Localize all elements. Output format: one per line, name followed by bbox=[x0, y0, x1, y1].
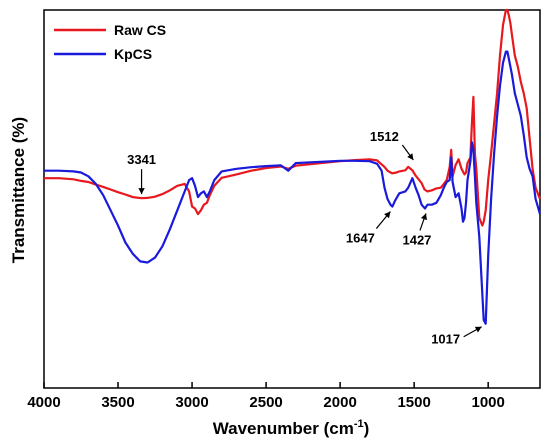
x-axis-ticks: 4000 3500 3000 2500 2000 1500 1000 bbox=[27, 382, 505, 411]
x-axis-label-sup: -1 bbox=[354, 418, 364, 430]
x-axis-label-main: Wavenumber (cm bbox=[213, 419, 354, 438]
annotation-arrow-head bbox=[138, 188, 145, 195]
peak-annotations: 3341 1512 1647 1427 1017 bbox=[127, 129, 482, 347]
x-axis-label-end: ) bbox=[364, 419, 370, 438]
x-tick-label: 3500 bbox=[101, 394, 134, 411]
annotation-label-1427: 1427 bbox=[402, 232, 431, 247]
x-tick-label: 3000 bbox=[175, 394, 208, 411]
series-lines bbox=[44, 8, 542, 325]
annotation-label-1647: 1647 bbox=[346, 231, 375, 246]
annotation-arrow-head bbox=[474, 326, 482, 333]
legend: Raw CS KpCS bbox=[54, 22, 166, 62]
series-line-kpcs bbox=[44, 50, 542, 325]
x-tick-label: 1500 bbox=[397, 394, 430, 411]
annotation-label-1512: 1512 bbox=[370, 129, 399, 144]
x-tick-label: 4000 bbox=[27, 394, 60, 411]
annotation-arrow-head bbox=[407, 153, 414, 160]
legend-label: KpCS bbox=[114, 46, 152, 62]
x-tick-label: 2500 bbox=[249, 394, 282, 411]
annotation-label-1017: 1017 bbox=[431, 332, 460, 347]
x-axis-label: Wavenumber (cm-1) bbox=[213, 418, 370, 438]
annotation-label-3341: 3341 bbox=[127, 152, 156, 167]
x-tick-label: 2000 bbox=[323, 394, 356, 411]
y-axis-label: Transmittance (%) bbox=[9, 117, 28, 263]
annotation-arrow-head bbox=[420, 213, 427, 221]
x-tick-label: 1000 bbox=[471, 394, 504, 411]
annotation-arrow-head bbox=[384, 211, 391, 219]
series-line-raw-cs bbox=[44, 8, 542, 227]
legend-label: Raw CS bbox=[114, 22, 166, 38]
